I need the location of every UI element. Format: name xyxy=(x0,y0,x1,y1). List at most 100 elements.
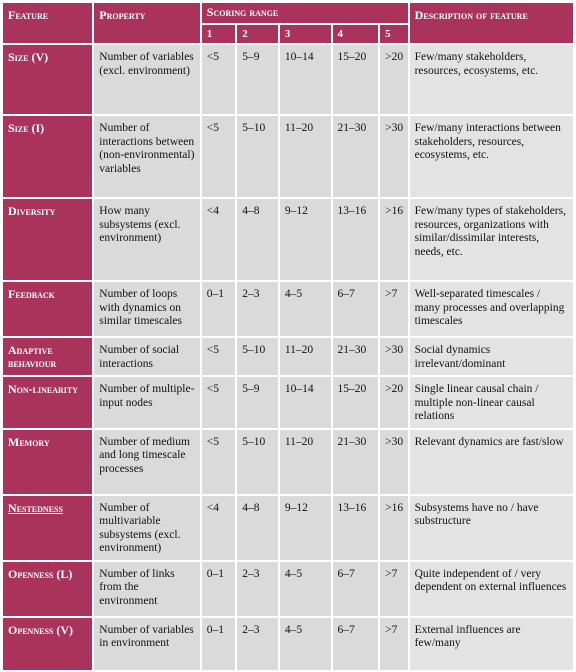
score-cell: >16 xyxy=(380,495,408,560)
feature-cell: Openness (L) xyxy=(3,561,93,616)
header-row-1: Feature Property Scoring range Descripti… xyxy=(3,3,573,43)
property-cell: Number of variables (excl. environment) xyxy=(94,45,200,114)
nestedness-label: Nestedness xyxy=(8,500,63,515)
score-cell: >16 xyxy=(380,199,408,280)
score-cell: 2–3 xyxy=(237,282,278,336)
score-cell: 10–14 xyxy=(279,45,331,114)
score-cell: 11–20 xyxy=(279,429,331,494)
property-cell: How many subsystems (excl. environment) xyxy=(94,199,200,280)
score-cell: 21–30 xyxy=(332,116,379,197)
description-cell: Few/many types of stakeholders, resource… xyxy=(409,199,573,280)
header-row-2: 1 2 3 4 5 xyxy=(3,24,573,43)
score-cell: >20 xyxy=(380,377,408,428)
score-cell: 5–9 xyxy=(237,45,278,114)
score-cell: >7 xyxy=(380,282,408,336)
score-cell: <5 xyxy=(201,45,236,114)
score-cell: 10–14 xyxy=(279,377,331,428)
table-row: Size (I) Number of interactions between … xyxy=(3,116,573,197)
property-cell: Number of links from the environment xyxy=(94,561,200,616)
header-property: Property xyxy=(94,3,200,43)
score-cell: <5 xyxy=(201,338,236,375)
score-cell: 9–12 xyxy=(279,495,331,560)
property-cell: Number of social interactions xyxy=(94,338,200,375)
score-cell: 6–7 xyxy=(332,561,379,616)
header-score-5: 5 xyxy=(380,24,408,43)
feature-cell: Adaptive behaviour xyxy=(3,338,93,375)
score-cell: 2–3 xyxy=(237,561,278,616)
score-cell: <4 xyxy=(201,199,236,280)
table-row: Adaptive behaviour Number of social inte… xyxy=(3,338,573,375)
description-cell: Well-separated timescales / many process… xyxy=(409,282,573,336)
score-cell: <4 xyxy=(201,495,236,560)
table-row: Non-linearity Number of multiple-input n… xyxy=(3,377,573,428)
score-cell: >30 xyxy=(380,116,408,197)
header-feature: Feature xyxy=(3,3,93,43)
description-cell: Few/many interactions between stakeholde… xyxy=(409,116,573,197)
score-cell: 4–5 xyxy=(279,561,331,616)
table-row: Nestedness Number of multivariable subsy… xyxy=(3,495,573,560)
score-cell: 2–3 xyxy=(237,617,278,670)
score-cell: 11–20 xyxy=(279,338,331,375)
table-row: Size (V) Number of variables (excl. envi… xyxy=(3,45,573,114)
description-cell: Relevant dynamics are fast/slow xyxy=(409,429,573,494)
feature-cell: Size (I) xyxy=(3,116,93,197)
property-cell: Number of multivariable subsystems (excl… xyxy=(94,495,200,560)
description-cell: Quite independent of / very dependent on… xyxy=(409,561,573,616)
feature-cell: Diversity xyxy=(3,199,93,280)
score-cell: <5 xyxy=(201,429,236,494)
header-score-2: 2 xyxy=(237,24,278,43)
score-cell: 5–10 xyxy=(237,116,278,197)
score-cell: 0–1 xyxy=(201,282,236,336)
table-row: Feedback Number of loops with dynamics o… xyxy=(3,282,573,336)
score-cell: 4–5 xyxy=(279,617,331,670)
score-cell: 11–20 xyxy=(279,116,331,197)
header-score-4: 4 xyxy=(332,24,379,43)
score-cell: 13–16 xyxy=(332,199,379,280)
feature-cell: Size (V) xyxy=(3,45,93,114)
score-cell: 4–8 xyxy=(237,199,278,280)
table-row: Openness (V) Number of variables in envi… xyxy=(3,617,573,670)
description-cell: Single linear causal chain / multiple no… xyxy=(409,377,573,428)
score-cell: 4–8 xyxy=(237,495,278,560)
score-cell: >20 xyxy=(380,45,408,114)
score-cell: 5–9 xyxy=(237,377,278,428)
score-cell: 6–7 xyxy=(332,617,379,670)
score-cell: >7 xyxy=(380,561,408,616)
score-cell: 9–12 xyxy=(279,199,331,280)
feature-cell: Nestedness xyxy=(3,495,93,560)
score-cell: 5–10 xyxy=(237,338,278,375)
score-cell: >7 xyxy=(380,617,408,670)
score-cell: 21–30 xyxy=(332,429,379,494)
feature-cell: Openness (V) xyxy=(3,617,93,670)
header-scoring-range: Scoring range xyxy=(201,3,408,23)
description-cell: External influences are few/many xyxy=(409,617,573,670)
score-cell: 15–20 xyxy=(332,45,379,114)
score-cell: 13–16 xyxy=(332,495,379,560)
score-cell: 4–5 xyxy=(279,282,331,336)
score-cell: 5–10 xyxy=(237,429,278,494)
score-cell: 0–1 xyxy=(201,617,236,670)
feature-cell: Non-linearity xyxy=(3,377,93,428)
description-cell: Few/many stakeholders, resources, ecosys… xyxy=(409,45,573,114)
description-cell: Subsystems have no / have substructure xyxy=(409,495,573,560)
score-cell: 6–7 xyxy=(332,282,379,336)
score-cell: >30 xyxy=(380,338,408,375)
feature-cell: Feedback xyxy=(3,282,93,336)
property-cell: Number of multiple-input nodes xyxy=(94,377,200,428)
score-cell: <5 xyxy=(201,116,236,197)
property-cell: Number of medium and long timescale proc… xyxy=(94,429,200,494)
description-cell: Social dynamics irrelevant/dominant xyxy=(409,338,573,375)
score-cell: 21–30 xyxy=(332,338,379,375)
score-cell: <5 xyxy=(201,377,236,428)
header-description: Description of feature xyxy=(409,3,573,43)
property-cell: Number of variables in environment xyxy=(94,617,200,670)
header-score-1: 1 xyxy=(201,24,236,43)
feature-cell: Memory xyxy=(3,429,93,494)
table-row: Openness (L) Number of links from the en… xyxy=(3,561,573,616)
score-cell: >30 xyxy=(380,429,408,494)
table-row: Memory Number of medium and long timesca… xyxy=(3,429,573,494)
header-score-3: 3 xyxy=(279,24,331,43)
score-cell: 0–1 xyxy=(201,561,236,616)
property-cell: Number of interactions between (non-envi… xyxy=(94,116,200,197)
